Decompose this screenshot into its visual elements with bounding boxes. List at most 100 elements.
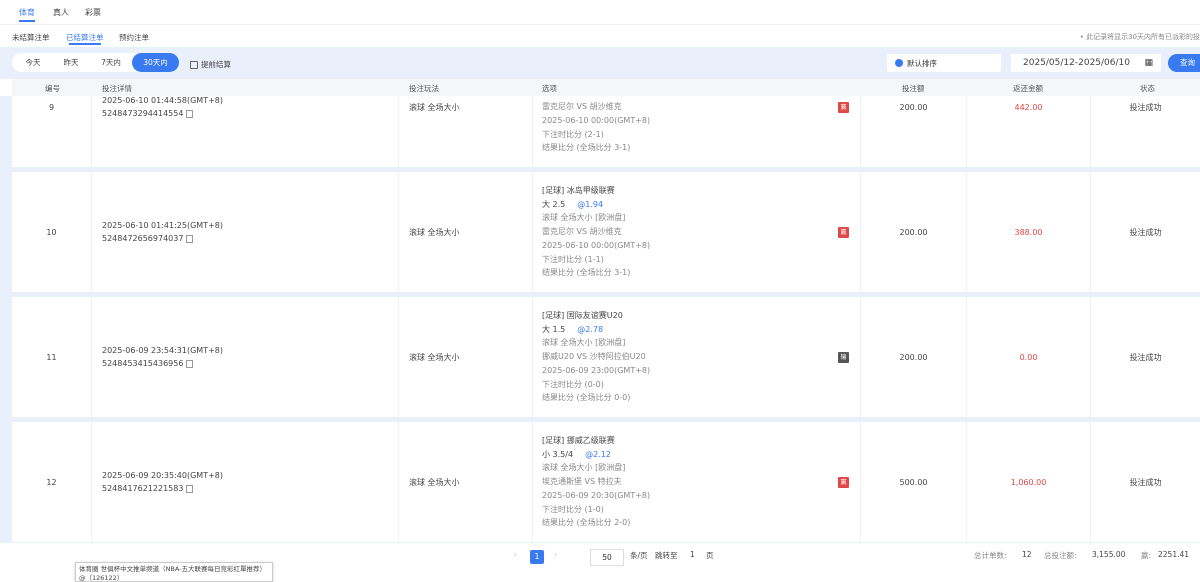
pick: 大 1.5 xyxy=(542,324,566,334)
option-line: 2025-06-09 23:00(GMT+8) xyxy=(542,365,651,375)
table-row: 9 2025-06-10 01:44:58(GMT+8) 524847329441… xyxy=(12,96,1200,167)
stake-amount: 200.00 xyxy=(861,96,967,167)
page-size-input[interactable]: 50 xyxy=(590,549,624,566)
option-line: 埃克通斯堡 VS 特拉夫 xyxy=(542,477,622,487)
bet-play: 滚球 全场大小 xyxy=(399,297,533,417)
table-row: 10 2025-06-10 01:41:25(GMT+8) 52484726569… xyxy=(12,172,1200,292)
tab-settled[interactable]: 已结算注单 xyxy=(66,33,104,45)
stake-amount: 200.00 xyxy=(861,172,967,292)
tab-live-casino[interactable]: 真人 xyxy=(53,8,69,17)
row-number: 12 xyxy=(12,422,92,542)
checkbox-icon xyxy=(190,60,198,69)
tooltip: 体育圈 世俱杯中文推单频道（NBA-五大联赛每日竞彩红單推荐）@（126122） xyxy=(75,562,273,582)
early-settle-checkbox[interactable]: 提前结算 xyxy=(190,59,231,70)
win-badge-icon: 赢 xyxy=(838,477,849,488)
bet-id: 5248453415436956 xyxy=(102,359,184,368)
tab-reserved[interactable]: 预约注单 xyxy=(119,33,149,42)
range-30days[interactable]: 30天内 xyxy=(132,53,179,72)
next-page-icon[interactable]: › xyxy=(554,550,557,559)
option-line: 滚球 全场大小 [欧洲盘] xyxy=(542,463,626,473)
range-yesterday[interactable]: 昨天 xyxy=(63,58,79,67)
option-line: 挪威U20 VS 沙特阿拉伯U20 xyxy=(542,352,646,362)
copy-icon[interactable] xyxy=(186,234,194,243)
jump-unit: 页 xyxy=(706,551,714,560)
league: [足球] 国际友谊赛U20 xyxy=(542,311,623,321)
win-badge-icon: 赢 xyxy=(838,102,849,113)
option-line: 2025-06-09 20:30(GMT+8) xyxy=(542,490,651,500)
table-row: 12 2025-06-09 20:35:40(GMT+8) 52484176212… xyxy=(12,422,1200,542)
bet-option: [足球] 挪威乙级联赛小 3.5/4 @2.12 滚球 全场大小 [欧洲盘] 埃克通斯… xyxy=(533,422,861,542)
bet-time: 2025-06-10 01:44:58(GMT+8) xyxy=(102,96,223,105)
tab-lottery[interactable]: 彩票 xyxy=(85,8,101,17)
league: [足球] 挪威乙级联赛 xyxy=(542,436,615,446)
prev-page-icon[interactable]: ‹ xyxy=(514,550,517,559)
bet-details: 2025-06-09 20:35:40(GMT+8) 52484176212215… xyxy=(92,422,399,542)
page-1-button[interactable]: 1 xyxy=(530,550,544,564)
col-return: 返还金额 xyxy=(1013,84,1043,93)
copy-icon[interactable] xyxy=(186,109,194,118)
col-stake: 投注额 xyxy=(902,84,925,93)
return-amount: 442.00 xyxy=(967,96,1091,167)
date-range-value: 2025/05/12-2025/06/10 xyxy=(1023,58,1130,68)
range-7days[interactable]: 7天内 xyxy=(101,58,121,67)
pick: 大 2.5 xyxy=(542,199,566,209)
range-today[interactable]: 今天 xyxy=(25,58,41,67)
option-line: 雷克尼尔 VS 胡沙维克 xyxy=(542,227,622,237)
bet-play: 滚球 全场大小 xyxy=(399,422,533,542)
total-stake-label: 总投注额: xyxy=(1044,551,1077,560)
bet-id: 5248472656974037 xyxy=(102,234,184,243)
bet-option: [足球] 冰岛甲级联赛大 2.5 @1.94 滚球 全场大小 [欧洲盘] 雷克尼尔 V… xyxy=(533,172,861,292)
date-range-input[interactable]: 2025/05/12-2025/06/10 ▦ xyxy=(1011,54,1161,72)
option-line: 下注时比分 (0-0) xyxy=(542,379,604,389)
tab-sports[interactable]: 体育 xyxy=(19,8,35,22)
status: 投注成功 xyxy=(1129,227,1162,237)
col-details: 投注详情 xyxy=(102,84,132,93)
option-line: 2025-06-10 00:00(GMT+8) xyxy=(542,240,651,250)
pick: 小 3.5/4 xyxy=(542,449,574,459)
table-header: 编号 投注详情 投注玩法 选项 投注额 返还金额 状态 xyxy=(12,79,1200,96)
option-line: 结果比分 (全场比分 0-0) xyxy=(542,393,631,403)
status: 投注成功 xyxy=(1129,477,1162,487)
col-status: 状态 xyxy=(1140,84,1155,93)
bet-details: 2025-06-10 01:44:58(GMT+8) 52484732944145… xyxy=(92,96,399,167)
info-note: • 此记录将显示30天内所有已派彩的投 xyxy=(1079,33,1200,41)
bet-option: 雷克尼尔 VS 胡沙维克 2025-06-10 00:00(GMT+8) 下注时比分… xyxy=(533,96,861,167)
league: [足球] 冰岛甲级联赛 xyxy=(542,186,615,196)
calendar-icon[interactable]: ▦ xyxy=(1144,58,1153,68)
bet-play: 滚球 全场大小 xyxy=(399,172,533,292)
copy-icon[interactable] xyxy=(186,359,194,368)
sort-label: 默认排序 xyxy=(907,58,937,68)
jump-page-input[interactable]: 1 xyxy=(690,550,695,559)
bet-id: 5248473294414554 xyxy=(102,109,184,118)
tab-unsettled[interactable]: 未结算注单 xyxy=(12,33,50,42)
col-number: 编号 xyxy=(45,84,60,93)
return-amount: 1,060.00 xyxy=(967,422,1091,542)
row-number: 11 xyxy=(12,297,92,417)
early-settle-label: 提前结算 xyxy=(201,60,231,69)
row-number: 10 xyxy=(12,172,92,292)
bet-id: 5248417621221583 xyxy=(102,484,184,493)
jump-label: 跳转至 xyxy=(655,551,678,560)
stake-amount: 200.00 xyxy=(861,297,967,417)
option-line: 结果比分 (全场比分 3-1) xyxy=(542,143,631,153)
status: 投注成功 xyxy=(1129,352,1162,362)
col-play: 投注玩法 xyxy=(409,84,439,93)
return-amount: 0.00 xyxy=(967,297,1091,417)
sort-select[interactable]: 默认排序 xyxy=(887,54,1001,72)
option-line: 下注时比分 (1-1) xyxy=(542,254,604,264)
status: 投注成功 xyxy=(1129,102,1162,112)
bet-details: 2025-06-09 23:54:31(GMT+8) 52484534154369… xyxy=(92,297,399,417)
date-range-pills: 今天 昨天 7天内 30天内 xyxy=(12,53,179,72)
bet-option: [足球] 国际友谊赛U20 大 1.5 @2.78 滚球 全场大小 [欧洲盘] 挪威U2… xyxy=(533,297,861,417)
table-body[interactable]: 9 2025-06-10 01:44:58(GMT+8) 524847329441… xyxy=(0,96,1200,543)
odds: @2.12 xyxy=(585,449,611,459)
option-line: 下注时比分 (2-1) xyxy=(542,129,604,139)
option-line: 雷克尼尔 VS 胡沙维克 xyxy=(542,102,622,112)
lose-badge-icon: 输 xyxy=(838,352,849,363)
copy-icon[interactable] xyxy=(186,484,194,493)
option-line: 结果比分 (全场比分 2-0) xyxy=(542,518,631,528)
return-amount: 388.00 xyxy=(967,172,1091,292)
bet-play: 滚球 全场大小 xyxy=(399,96,533,167)
option-line: 2025-06-10 00:00(GMT+8) xyxy=(542,115,651,125)
query-button[interactable]: 查询 xyxy=(1168,54,1200,72)
